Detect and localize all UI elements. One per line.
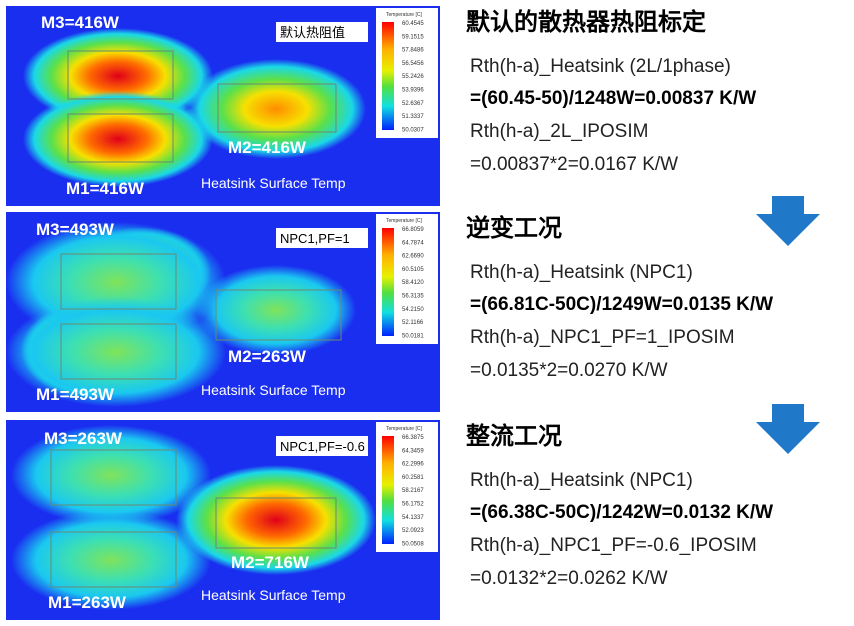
legend-value: 62.2996 — [402, 462, 424, 468]
legend-value: 54.1337 — [402, 515, 424, 521]
legend-bar — [382, 436, 394, 544]
module-label: M2=416W — [228, 138, 307, 157]
module-outline — [215, 497, 337, 549]
legend-value: 60.4545 — [402, 21, 424, 27]
section-heading: 整流工况 — [466, 423, 562, 450]
image-caption: Heatsink Surface Temp — [201, 175, 346, 191]
formula-line: Rth(h-a)_Heatsink (NPC1) — [470, 470, 693, 491]
module-label: M1=493W — [36, 385, 115, 404]
tag-text: 默认热阻值 — [280, 25, 345, 40]
down-arrow — [756, 404, 820, 454]
legend-value: 52.0923 — [402, 528, 424, 534]
module-outline — [215, 289, 342, 341]
legend-value: 55.2426 — [402, 74, 424, 80]
legend-value: 54.2150 — [402, 307, 424, 313]
legend-value: 52.6367 — [402, 101, 424, 107]
tag-text: NPC1,PF=1 — [280, 231, 350, 246]
down-arrow — [756, 196, 820, 246]
legend-value: 62.6690 — [402, 254, 424, 260]
formula-line: =(66.81C-50C)/1249W=0.0135 K/W — [470, 294, 773, 315]
module-outline — [50, 449, 177, 506]
legend-bar — [382, 22, 394, 130]
legend-value: 64.7874 — [402, 240, 424, 246]
heat-spot — [196, 265, 356, 355]
formula-line: Rth(h-a)_NPC1_PF=1_IPOSIM — [470, 327, 735, 348]
module-outline — [60, 253, 177, 310]
module-label: M3=263W — [44, 429, 123, 448]
legend-bar — [382, 228, 394, 336]
module-label: M1=263W — [48, 593, 127, 612]
legend-value: 53.9396 — [402, 88, 424, 94]
thermal-image: M3=263W M2=716W M1=263W Heatsink Surface Te… — [6, 420, 440, 620]
tag-text: NPC1,PF=-0.6 — [280, 439, 365, 454]
module-outline — [67, 50, 174, 100]
legend-value: 51.3337 — [402, 114, 424, 120]
legend-value: 58.2167 — [402, 488, 424, 494]
formula-line: =0.00837*2=0.0167 K/W — [470, 154, 678, 175]
legend-value: 50.0508 — [402, 541, 424, 547]
tag-box — [276, 436, 368, 456]
formula-line: =0.0132*2=0.0262 K/W — [470, 568, 668, 589]
section-heading: 默认的散热器热阻标定 — [466, 8, 706, 36]
legend-value: 52.1166 — [402, 320, 424, 326]
module-label: M3=493W — [36, 220, 115, 239]
legend-title: Temperature [C] — [386, 12, 422, 18]
formula-line: Rth(h-a)_Heatsink (NPC1) — [470, 262, 693, 283]
tag-box — [276, 228, 368, 248]
legend-value: 50.0307 — [402, 127, 424, 133]
module-outline — [217, 83, 337, 133]
image-caption: Heatsink Surface Temp — [201, 587, 346, 603]
legend-value: 56.3135 — [402, 294, 424, 300]
legend-value: 60.5105 — [402, 267, 424, 273]
module-outline — [60, 323, 177, 380]
legend-value: 66.8059 — [402, 227, 424, 233]
module-outline — [67, 113, 174, 163]
formula-line: =(60.45-50)/1248W=0.00837 K/W — [470, 88, 756, 109]
formula-line: =0.0135*2=0.0270 K/W — [470, 360, 668, 381]
thermal-image: M3=416W M2=416W M1=416W Heatsink Surface Te… — [6, 6, 440, 206]
module-label: M2=716W — [231, 553, 310, 572]
formula-line: =(66.38C-50C)/1242W=0.0132 K/W — [470, 502, 773, 523]
legend-value: 64.3459 — [402, 448, 424, 454]
formula-line: Rth(h-a)_Heatsink (2L/1phase) — [470, 56, 731, 77]
section-heading: 逆变工况 — [466, 214, 562, 242]
thermal-image: M3=493W M2=263W M1=493W Heatsink Surface Te… — [6, 212, 440, 412]
formula-line: Rth(h-a)_NPC1_PF=-0.6_IPOSIM — [470, 535, 757, 556]
legend-value: 60.2581 — [402, 475, 424, 481]
legend-value: 58.4120 — [402, 280, 424, 286]
module-label: M3=416W — [41, 13, 120, 32]
legend-value: 57.8486 — [402, 48, 424, 54]
legend-title: Temperature [C] — [386, 218, 422, 224]
legend-value: 56.5456 — [402, 61, 424, 67]
heat-spot — [11, 510, 211, 610]
legend-value: 59.1515 — [402, 34, 424, 40]
legend-value: 50.0181 — [402, 333, 424, 339]
formula-line: Rth(h-a)_2L_IPOSIM — [470, 121, 648, 142]
tag-box — [276, 22, 368, 42]
heat-spot — [23, 91, 213, 187]
module-label: M2=263W — [228, 347, 307, 366]
module-label: M1=416W — [66, 179, 145, 198]
module-outline — [50, 531, 177, 588]
legend-title: Temperature [C] — [386, 426, 422, 432]
legend-value: 66.3875 — [402, 435, 424, 441]
image-caption: Heatsink Surface Temp — [201, 382, 346, 398]
legend-value: 56.1752 — [402, 502, 424, 508]
